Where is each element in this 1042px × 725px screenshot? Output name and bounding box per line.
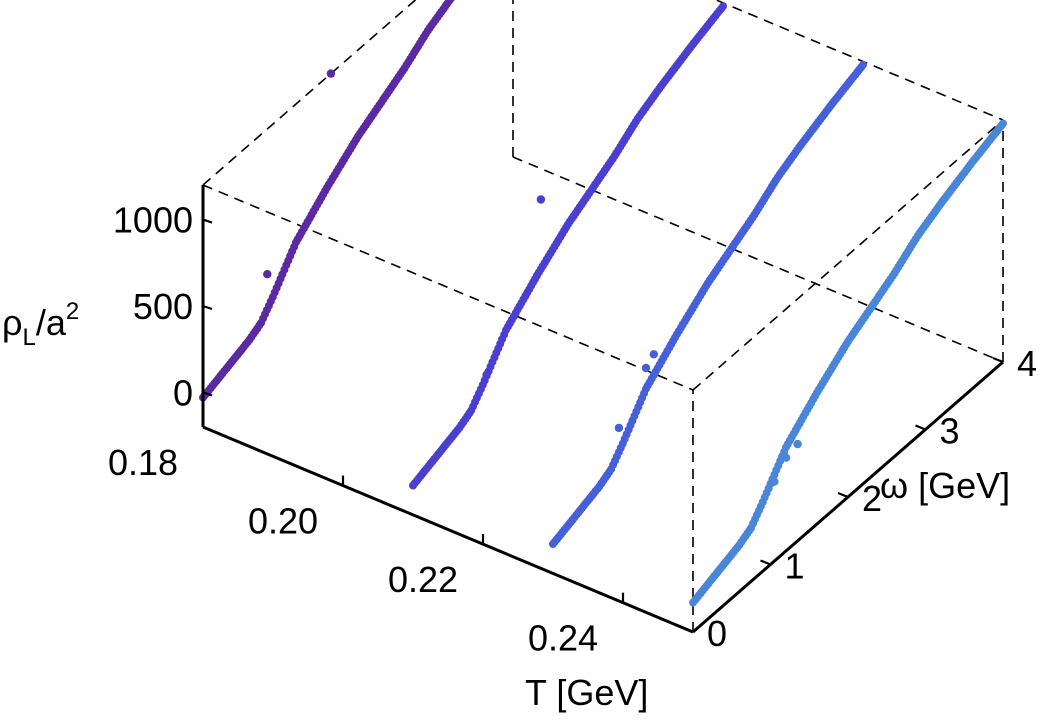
z-tick xyxy=(202,218,213,224)
z-axis-title-a: /a xyxy=(36,302,67,343)
series-T-0.21 xyxy=(409,2,727,490)
data-point xyxy=(719,2,727,11)
y-tick-label: 1 xyxy=(785,546,805,587)
x-tick-label: 0.18 xyxy=(108,442,178,483)
data-point-outlier xyxy=(781,453,791,462)
x-axis-title: T [GeV] xyxy=(525,672,648,713)
box-edge xyxy=(202,0,417,186)
data-point-outlier xyxy=(641,363,651,373)
data-point-outlier xyxy=(482,370,491,379)
y-tick xyxy=(915,424,926,431)
z-axis-title-sup: 2 xyxy=(66,298,79,325)
axis-labels: T [GeV] ω [GeV] ρL/a2 xyxy=(2,298,1010,713)
data-points xyxy=(199,0,1007,607)
z-tick-label: 500 xyxy=(133,286,193,327)
x-axis-line xyxy=(202,425,694,634)
data-point-outlier xyxy=(326,69,336,78)
box-edge xyxy=(202,184,694,391)
data-point-outlier xyxy=(263,270,272,279)
x-tick-label: 0.20 xyxy=(248,501,318,542)
y-tick-label: 2 xyxy=(862,478,882,519)
data-point-outlier xyxy=(770,477,779,486)
data-point xyxy=(447,0,455,3)
y-axis-title-text: ω [GeV] xyxy=(880,465,1010,506)
z-tick-label: 1000 xyxy=(113,200,193,241)
data-point xyxy=(859,60,867,69)
y-tick-label: 4 xyxy=(1017,343,1037,384)
data-point-outlier xyxy=(536,195,546,204)
bounding-box xyxy=(202,0,1004,633)
data-point xyxy=(999,119,1007,128)
box-edge xyxy=(512,156,1004,363)
y-axis-title: ω [GeV] xyxy=(880,465,1010,506)
z-axis-title: ρL/a2 xyxy=(2,298,79,351)
y-tick-label: 3 xyxy=(940,411,960,452)
data-point-outlier xyxy=(649,350,658,359)
z-axis-title-sub: L xyxy=(22,324,35,351)
x-tick-label: 0.24 xyxy=(528,618,598,659)
y-tick xyxy=(992,356,1004,364)
box-edge xyxy=(714,0,1004,121)
y-tick xyxy=(682,626,694,634)
data-point-outlier xyxy=(793,439,802,449)
y-tick xyxy=(760,559,771,566)
z-axis-title-rho: ρ xyxy=(2,302,22,343)
z-tick xyxy=(202,391,213,397)
y-tick-label: 0 xyxy=(707,613,727,654)
box-edge xyxy=(692,119,1004,391)
series-T-0.18 xyxy=(199,0,455,402)
y-tick xyxy=(837,491,849,499)
z-tick-label: 0 xyxy=(173,372,193,413)
series-T-0.25 xyxy=(689,119,1007,607)
series-T-0.23 xyxy=(549,60,867,548)
z-tick xyxy=(202,304,213,311)
x-tick-label: 0.22 xyxy=(388,559,458,600)
data-point-outlier xyxy=(614,423,624,433)
axes: 0.18 0.20 0.22 0.24 0 1 2 3 4 0 500 1000 xyxy=(108,185,1037,659)
